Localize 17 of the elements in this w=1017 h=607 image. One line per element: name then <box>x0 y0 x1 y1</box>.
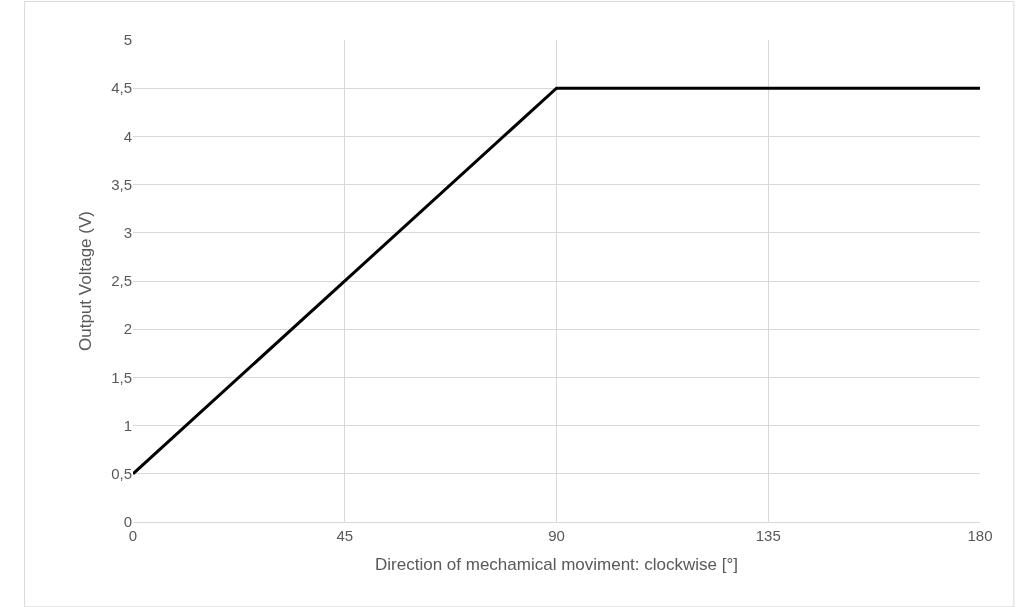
x-tick-label: 45 <box>336 527 354 544</box>
y-tick-label: 2 <box>123 320 132 338</box>
y-tick-label: 0,5 <box>111 465 132 483</box>
y-axis-title: Output Voltage (V) <box>75 211 95 351</box>
x-tick-label: 135 <box>755 527 781 544</box>
y-tick-label: 0 <box>123 513 132 531</box>
y-tick-label: 3,5 <box>111 175 132 193</box>
y-tick-label: 1 <box>123 416 132 434</box>
y-tick-label: 1,5 <box>111 368 132 386</box>
x-tick-label: 180 <box>967 527 993 544</box>
y-tick-label: 4,5 <box>111 79 132 97</box>
y-tick-label: 3 <box>123 224 132 242</box>
y-tick-label: 5 <box>123 31 132 49</box>
x-tick-label: 90 <box>548 527 565 544</box>
y-tick-label: 4 <box>123 127 132 145</box>
y-tick-label: 2,5 <box>111 272 132 290</box>
x-axis-title: Direction of mechamical moviment: clockwise [°] <box>375 555 738 575</box>
